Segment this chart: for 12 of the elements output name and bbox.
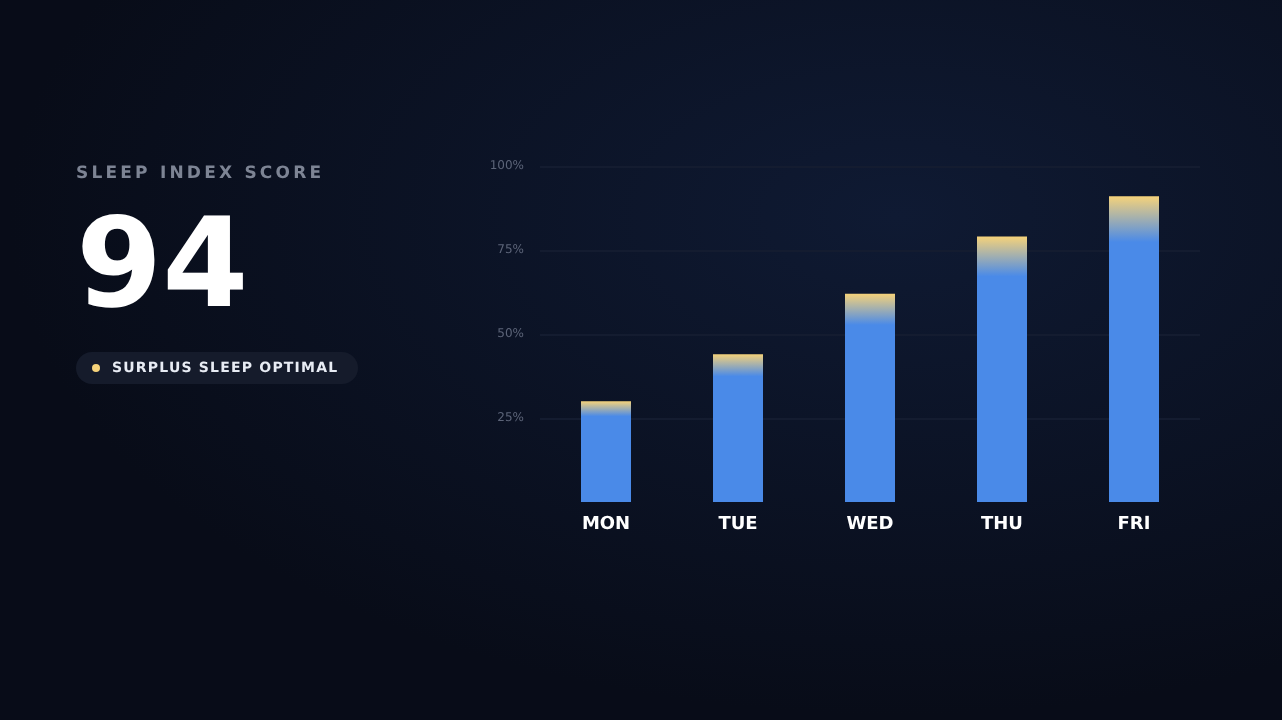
bar [845,293,895,502]
x-tick-label: THU [981,515,1023,535]
x-tick-label: FRI [1117,515,1151,535]
bar [581,401,631,502]
bar [713,354,763,502]
text: SLEEP INDEX SCORE [76,164,325,184]
x-tick-label: TUE [718,515,758,535]
x-tick-label: WED [846,515,894,535]
bar [977,236,1027,502]
x-tick-label: MON [581,515,631,535]
bar [1109,196,1159,502]
chart-subtitle: 94 [76,188,249,340]
